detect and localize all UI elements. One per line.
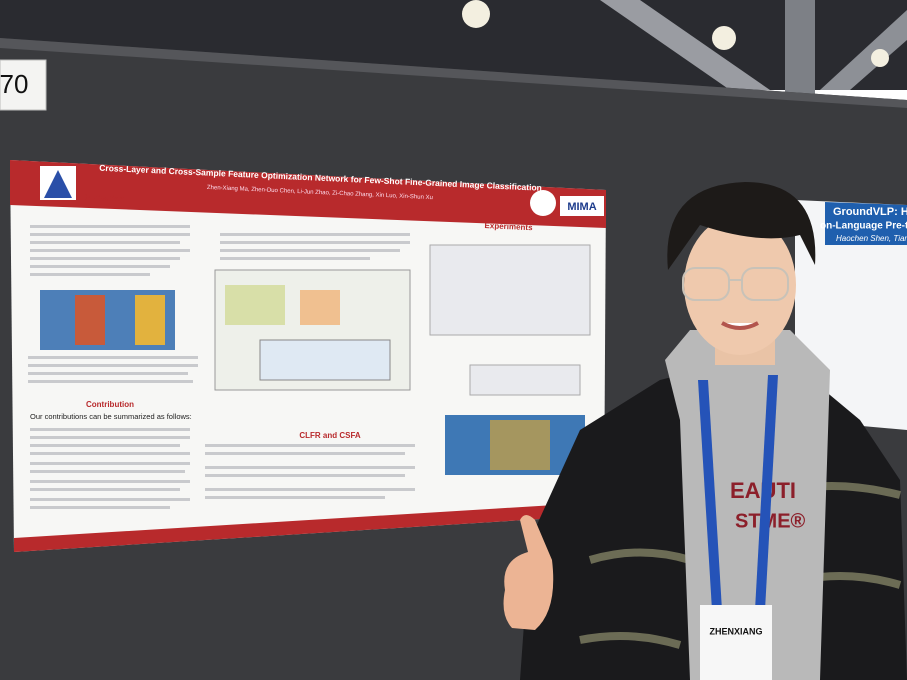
logo-shape [44, 170, 72, 198]
truss [820, 10, 907, 90]
results-table [429, 244, 591, 336]
face [684, 215, 796, 355]
glasses [682, 267, 789, 301]
visualization-heatmap [490, 420, 550, 470]
truss [600, 0, 770, 90]
heatmap [135, 295, 165, 345]
side-poster-header [825, 202, 907, 245]
lanyard [755, 375, 778, 610]
poster-logo: MIMA [567, 201, 596, 213]
sign-number: 70 [0, 69, 28, 99]
side-poster-title: GroundVLP: Harnessing [833, 206, 907, 218]
ceiling-light [462, 0, 490, 28]
thumbs-up-hand [503, 515, 554, 630]
pillar [785, 0, 815, 95]
text-lines [28, 225, 415, 509]
side-poster-authors: Haochen Shen, Tianzheng [836, 234, 907, 243]
section-heading: Method [290, 208, 319, 218]
section-heading: Motivation [84, 193, 124, 204]
badge-name: ZHENXIANG [709, 626, 762, 636]
diagram-block [225, 285, 285, 325]
diagram-block [259, 339, 391, 381]
mima-box [560, 196, 604, 216]
contribution-intro: Our contributions can be summarized as f… [30, 412, 192, 421]
section-heading: Experiments [484, 221, 533, 232]
number-sign [0, 59, 47, 111]
badge [700, 605, 772, 680]
poster-footer [14, 502, 604, 552]
diagram-block [300, 290, 340, 325]
smile [721, 321, 759, 330]
section-heading: Contribution [86, 400, 134, 409]
heatmap [75, 295, 105, 345]
hair [667, 182, 816, 270]
university-seal [530, 190, 556, 216]
section-heading: CLFR and CSFA [299, 431, 361, 440]
lanyard [698, 380, 722, 610]
shirt-text: STME® [735, 510, 806, 532]
poster-header [10, 160, 606, 228]
ceiling-light [712, 26, 736, 50]
board-frame [0, 38, 907, 108]
results-table [469, 364, 581, 396]
ceiling-light [871, 49, 889, 67]
side-poster-title: on-Language Pre-training [820, 221, 907, 232]
